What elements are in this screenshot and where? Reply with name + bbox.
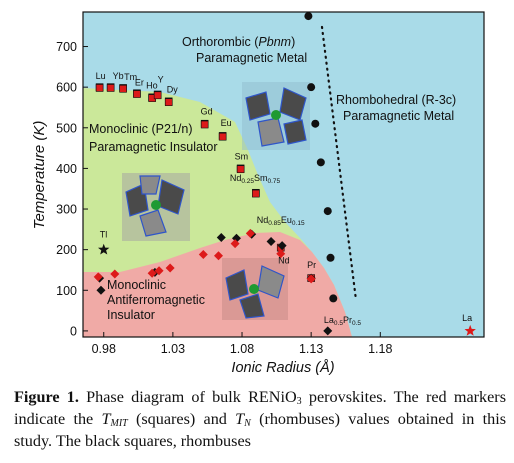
metal-transition-dotted-line <box>320 25 358 302</box>
data-point-square <box>164 98 173 106</box>
element-label: Nd0.25Sm0.75 <box>230 173 281 185</box>
x-axis-label: Ionic Radius (Å) <box>231 359 334 376</box>
data-point-diamond <box>147 268 157 278</box>
monoclinic-pm-sublabel: Paramagnetic Insulator <box>89 140 218 154</box>
caption-line-1: Phase diagram of bulk RENiO <box>86 388 297 406</box>
y-tick-label: 400 <box>56 162 77 176</box>
crystal-structure-image-2 <box>242 82 310 150</box>
data-point-circle <box>307 83 316 92</box>
data-point-diamond <box>110 269 120 279</box>
axis-ticks: 0.98 1.03 1.08 1.13 1.18 0 100 200 300 400 500 600 7… <box>56 40 392 356</box>
rhombohedral-label: Rhombohedral (R-3c) <box>336 93 456 107</box>
caption-tn-sub: N <box>244 418 251 429</box>
data-point-square <box>153 91 162 100</box>
y-tick-label: 600 <box>56 81 77 95</box>
element-label: Dy <box>167 84 178 94</box>
data-point-square <box>133 90 141 98</box>
data-point-circle <box>316 158 325 167</box>
data-point-star <box>98 243 110 255</box>
data-point-diamond <box>216 232 226 242</box>
data-point-diamond <box>266 237 276 247</box>
caption-line-3: values obtained in this study. The black… <box>14 410 506 450</box>
caption-line-2-mid: (squares) and <box>127 410 236 428</box>
caption-label: Figure 1. <box>14 388 79 406</box>
data-point-square <box>252 189 260 198</box>
y-tick-label: 300 <box>56 203 77 217</box>
x-tick-label: 1.18 <box>368 342 392 356</box>
caption-line-2: markers indicate the <box>14 388 506 428</box>
y-tick-label: 0 <box>70 324 77 338</box>
region-labels: Orthorombic (Pbnm) Paramagnetic Metal Rh… <box>89 35 456 322</box>
crystal-structure-image-1 <box>122 173 190 241</box>
monoclinic-afm-label: Monoclinic <box>107 278 166 292</box>
data-point-diamond <box>154 266 164 276</box>
caption-sub-3: 3 <box>296 396 302 407</box>
data-point-square <box>200 120 209 129</box>
data-markers <box>93 12 476 336</box>
caption-tn: T <box>235 410 245 428</box>
data-point-square <box>119 84 127 93</box>
y-tick-label: 100 <box>56 284 77 298</box>
element-label: Er <box>135 77 144 87</box>
caption-tmit-sub: MIT <box>110 418 128 429</box>
data-point-diamond <box>245 228 255 238</box>
phase-diagram-chart: 0.98 1.03 1.08 1.13 1.18 0 100 200 300 400 500 600 7… <box>31 11 485 376</box>
data-point-circle <box>311 119 320 128</box>
x-tick-label: 1.13 <box>299 342 323 356</box>
crystal-structure-image-3 <box>222 258 288 320</box>
data-point-diamond <box>198 250 208 260</box>
element-label: Nd <box>278 256 290 266</box>
y-tick-label: 500 <box>56 121 77 135</box>
element-label: Yb <box>113 71 124 81</box>
plot-frame <box>82 11 485 338</box>
data-point-diamond <box>230 239 240 249</box>
element-label: Sm <box>235 151 249 161</box>
data-point-circle <box>326 253 335 262</box>
data-point-diamond <box>93 272 103 282</box>
orthorhombic-label: Orthorombic (Pbnm) <box>182 35 295 49</box>
data-point-square <box>236 165 245 174</box>
data-point-square <box>218 132 227 141</box>
element-label: La <box>462 313 472 323</box>
data-point-circle <box>329 294 338 303</box>
data-point-diamond <box>276 249 286 259</box>
rhombohedral-sublabel: Paramagnetic Metal <box>343 109 454 123</box>
x-tick-label: 0.98 <box>92 342 116 356</box>
orthorhombic-sublabel: Paramagnetic Metal <box>196 51 307 65</box>
element-label: Tm <box>124 72 137 82</box>
element-label: La0.5Pr0.5 <box>324 315 361 327</box>
y-axis-label: Temperature (K) <box>31 121 48 230</box>
data-point-diamond <box>165 263 175 273</box>
data-point-circle <box>304 12 313 21</box>
figure-caption: Figure 1. Phase diagram of bulk RENiO3 p… <box>14 386 506 452</box>
element-label: Ho <box>146 80 158 90</box>
element-label: Gd <box>201 107 213 117</box>
monoclinic-pm-label: Monoclinic (P21/n) <box>89 122 193 136</box>
element-label: Y <box>158 74 164 84</box>
element-label: Nd0.85Eu0.15 <box>257 215 305 227</box>
x-tick-label: 1.08 <box>230 342 254 356</box>
data-point-star <box>464 324 476 336</box>
element-label: Lu <box>96 71 106 81</box>
y-tick-label: 700 <box>56 40 77 54</box>
data-point-diamond <box>277 241 287 251</box>
data-point-diamond <box>214 251 224 261</box>
data-point-circle <box>323 207 332 216</box>
element-label: Tl <box>100 230 108 240</box>
caption-line-1-end: perovskites. The red <box>301 388 447 406</box>
element-label: Pr <box>307 260 316 270</box>
data-point-square <box>106 84 115 92</box>
caption-tmit: T <box>101 410 111 428</box>
caption-line-2-end: (rhombuses) <box>250 410 340 428</box>
data-point-diamond <box>306 274 316 284</box>
data-point-square <box>95 84 104 92</box>
x-tick-label: 1.03 <box>161 342 185 356</box>
monoclinic-afm-sublabel-2: Insulator <box>107 308 155 322</box>
monoclinic-afm-sublabel: Antiferromagnetic <box>107 293 205 307</box>
data-point-diamond <box>96 285 106 295</box>
y-tick-label: 200 <box>56 243 77 257</box>
element-label: Eu <box>221 118 232 128</box>
data-point-diamond <box>323 326 333 336</box>
